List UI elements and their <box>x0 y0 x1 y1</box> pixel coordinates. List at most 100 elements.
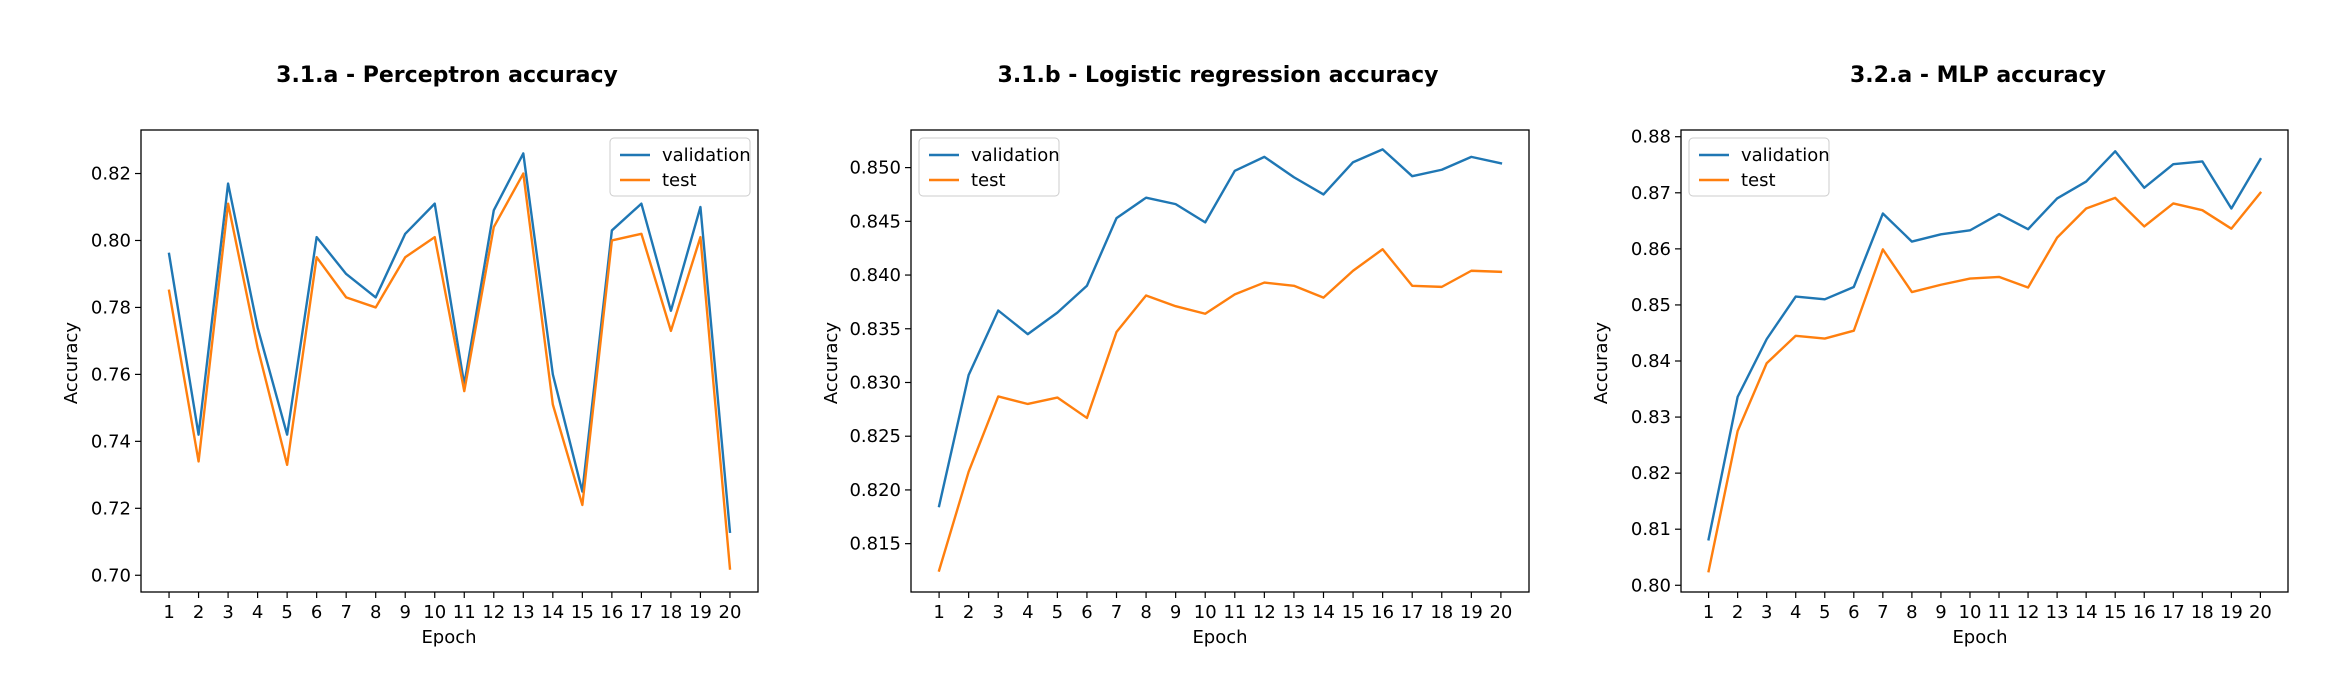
x-tick-label: 6 <box>1848 602 1859 623</box>
x-tick-label: 7 <box>340 602 351 623</box>
panel-perceptron: 3.1.a - Perceptron accuracy 1 2 3 4 5 6 7 8 9 10 1… <box>61 63 759 648</box>
y-tick-label: 0.86 <box>1631 239 1671 260</box>
x-axis-label: Epoch <box>1952 627 2007 648</box>
chart-title: 3.1.b - Logistic regression accuracy <box>998 63 1439 88</box>
series-line-test <box>1707 191 2263 573</box>
y-tick-label: 0.84 <box>1631 351 1671 372</box>
x-tick-label: 13 <box>2046 602 2069 623</box>
x-tick-label: 15 <box>2104 602 2127 623</box>
y-tick-label: 0.74 <box>91 431 131 452</box>
legend-label-validation: validation <box>662 145 751 166</box>
x-tick-label: 17 <box>1401 602 1424 623</box>
x-tick-label: 1 <box>163 602 174 623</box>
legend: validation test <box>609 137 751 197</box>
x-tick-label: 11 <box>453 602 476 623</box>
x-tick-label: 19 <box>2220 602 2243 623</box>
x-tick-label: 4 <box>252 602 263 623</box>
y-tick-label: 0.850 <box>849 158 901 179</box>
x-tick-label: 8 <box>1906 602 1917 623</box>
x-tick-label: 12 <box>482 602 505 623</box>
x-tick-label: 10 <box>1194 602 1217 623</box>
y-tick-label: 0.80 <box>91 230 131 251</box>
y-tick-label: 0.85 <box>1631 295 1671 316</box>
y-axis-label: Accuracy <box>61 322 82 405</box>
y-tick-label: 0.840 <box>849 265 901 286</box>
y-tick-label: 0.845 <box>849 211 901 232</box>
x-tick-label: 7 <box>1877 602 1888 623</box>
x-tick-label: 2 <box>963 602 974 623</box>
x-tick-label: 6 <box>1081 602 1092 623</box>
y-tick-label: 0.70 <box>91 565 131 586</box>
legend: validation test <box>918 137 1060 197</box>
x-tick-label: 16 <box>1371 602 1394 623</box>
y-tick-label: 0.825 <box>849 426 901 447</box>
legend-label-test: test <box>662 170 697 191</box>
x-tick-label: 9 <box>399 602 410 623</box>
x-tick-label: 3 <box>993 602 1004 623</box>
x-tick-label: 17 <box>630 602 653 623</box>
x-tick-label: 18 <box>1430 602 1453 623</box>
y-tick-label: 0.72 <box>91 498 131 519</box>
x-tick-label: 19 <box>1460 602 1483 623</box>
legend-box <box>1688 137 1830 197</box>
x-tick-label: 10 <box>423 602 446 623</box>
x-tick-label: 8 <box>370 602 381 623</box>
y-tick-label: 0.87 <box>1631 183 1671 204</box>
legend: validation test <box>1688 137 1830 197</box>
plot-frame <box>1680 129 2289 593</box>
x-tick-label: 10 <box>1959 602 1982 623</box>
y-tick-label: 0.82 <box>1631 463 1671 484</box>
x-tick-label: 9 <box>1170 602 1181 623</box>
legend-box <box>918 137 1060 197</box>
x-tick-label: 18 <box>2191 602 2214 623</box>
x-tick-label: 5 <box>1819 602 1830 623</box>
y-tick-label: 0.78 <box>91 297 131 318</box>
x-tick-label: 1 <box>1703 602 1714 623</box>
y-tick-label: 0.815 <box>849 534 901 555</box>
x-tick-label: 16 <box>600 602 623 623</box>
x-axis-label: Epoch <box>1192 627 1247 648</box>
plot-area: 1 2 3 4 5 6 7 8 9 10 11 12 13 14 15 16 17 18 19 200.8150.82… <box>849 129 1530 623</box>
x-tick-label: 4 <box>1022 602 1033 623</box>
x-tick-label: 2 <box>1732 602 1743 623</box>
x-tick-label: 5 <box>1052 602 1063 623</box>
y-tick-label: 0.820 <box>849 480 901 501</box>
chart-title: 3.1.a - Perceptron accuracy <box>276 63 618 88</box>
x-tick-label: 7 <box>1111 602 1122 623</box>
plot-area: 1 2 3 4 5 6 7 8 9 10 11 12 13 14 15 16 17 18 19 200.800.810… <box>1631 127 2289 623</box>
legend-label-test: test <box>1741 170 1776 191</box>
x-tick-label: 4 <box>1790 602 1801 623</box>
plot-area: 1 2 3 4 5 6 7 8 9 10 11 12 13 14 15 16 17 18 19 200.700.720… <box>91 129 759 623</box>
x-tick-label: 20 <box>719 602 742 623</box>
x-tick-label: 9 <box>1935 602 1946 623</box>
x-tick-label: 15 <box>1342 602 1365 623</box>
x-tick-label: 3 <box>1761 602 1772 623</box>
y-tick-label: 0.835 <box>849 319 901 340</box>
x-tick-label: 2 <box>193 602 204 623</box>
x-tick-label: 18 <box>659 602 682 623</box>
plot-frame <box>910 129 1530 593</box>
y-axis-label: Accuracy <box>1591 322 1612 405</box>
series-line-validation <box>1707 150 2263 541</box>
legend-box <box>609 137 751 197</box>
y-axis-label: Accuracy <box>821 322 842 405</box>
x-tick-label: 5 <box>281 602 292 623</box>
y-tick-label: 0.76 <box>91 364 131 385</box>
x-tick-label: 3 <box>222 602 233 623</box>
panel-mlp: 3.2.a - MLP accuracy 1 2 3 4 5 6 7 8 9 10 11 12 13 14… <box>1591 63 2289 648</box>
x-tick-label: 1 <box>933 602 944 623</box>
x-tick-label: 16 <box>2133 602 2156 623</box>
x-tick-label: 6 <box>311 602 322 623</box>
series-line-test <box>167 172 732 570</box>
y-tick-label: 0.88 <box>1631 127 1671 148</box>
y-tick-label: 0.81 <box>1631 519 1671 540</box>
x-tick-label: 11 <box>1988 602 2011 623</box>
x-tick-label: 13 <box>1282 602 1305 623</box>
y-tick-label: 0.830 <box>849 372 901 393</box>
x-tick-label: 13 <box>512 602 535 623</box>
x-tick-label: 12 <box>1253 602 1276 623</box>
legend-label-validation: validation <box>1741 145 1830 166</box>
series-line-validation <box>937 148 1503 508</box>
